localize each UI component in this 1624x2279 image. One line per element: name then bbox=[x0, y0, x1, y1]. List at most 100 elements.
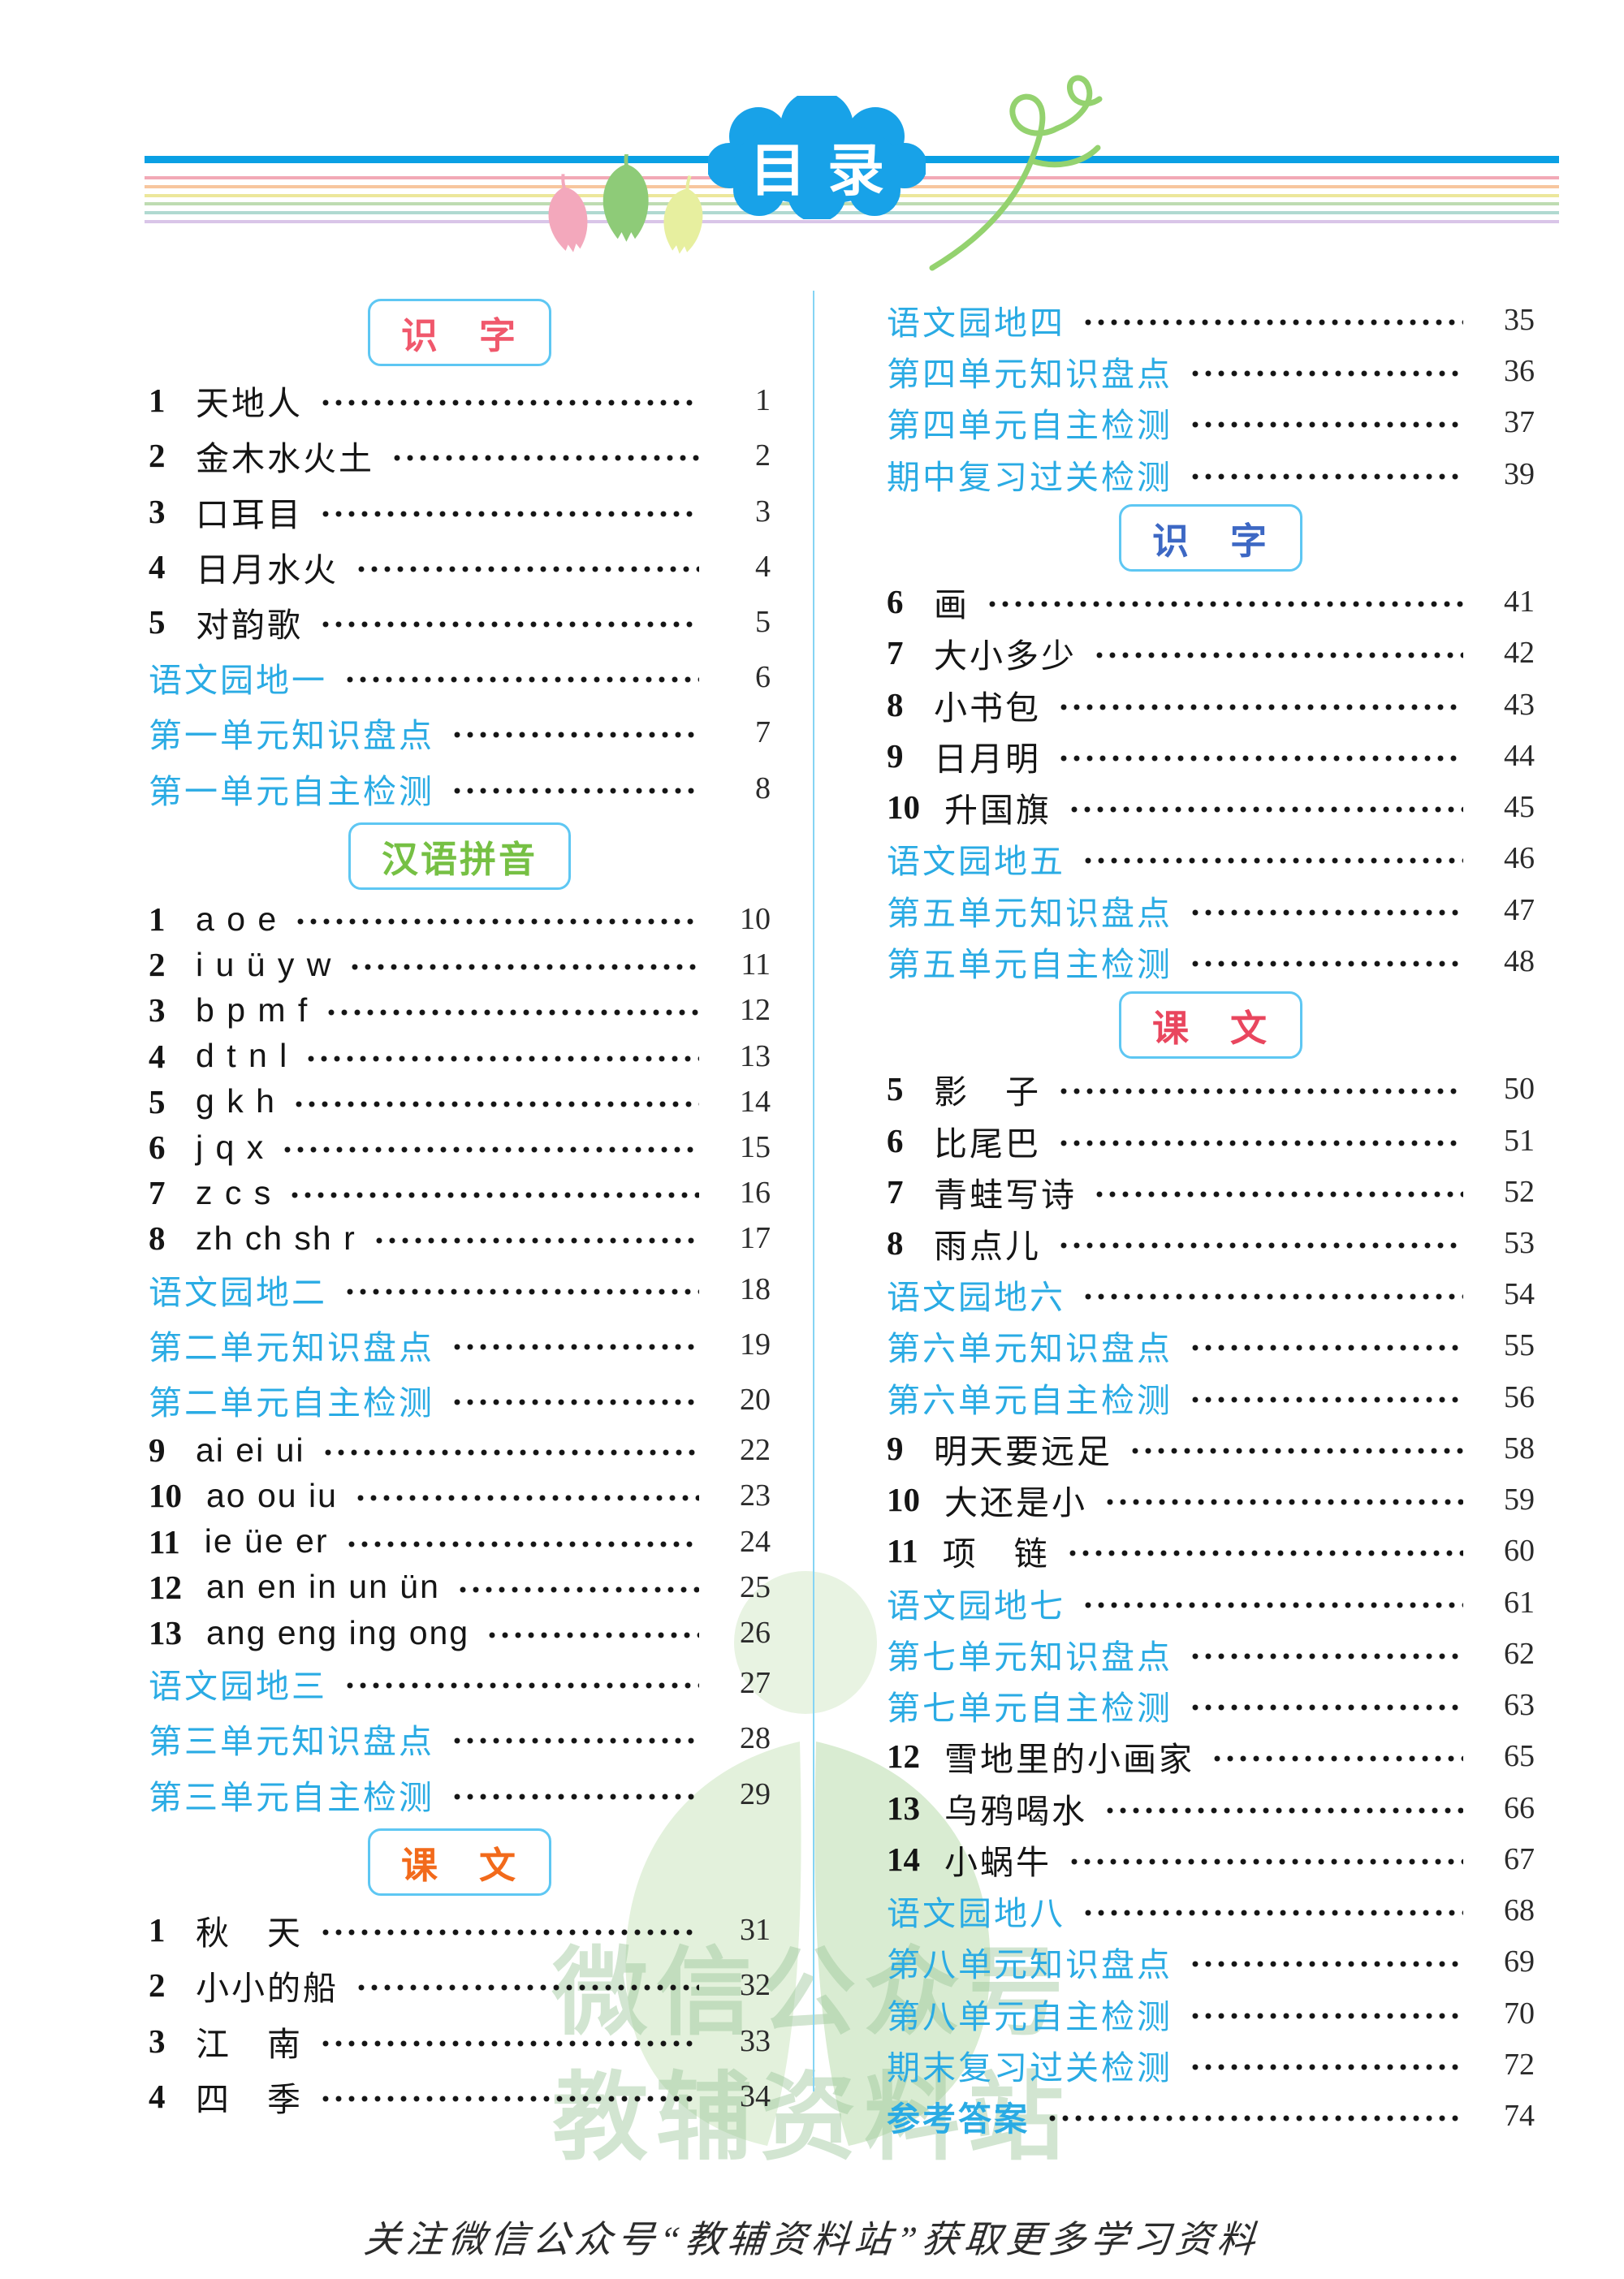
entry-page-number: 44 bbox=[1504, 738, 1535, 773]
entry-title: 天地人 bbox=[196, 385, 303, 423]
leaf-decorations bbox=[548, 154, 703, 254]
toc-entry: 第三单元知识盘点 28 bbox=[149, 1714, 771, 1763]
section-header-label: 课 文 bbox=[400, 1845, 518, 1886]
entry-title: 第二单元知识盘点 bbox=[149, 1328, 434, 1366]
entry-page-number: 8 bbox=[755, 770, 771, 805]
dot-leader bbox=[352, 963, 699, 972]
toc-entry: 4 日月水火 4 bbox=[149, 542, 771, 591]
entry-number: 12 bbox=[887, 1737, 920, 1776]
leaf-decoration-yellow bbox=[663, 175, 703, 254]
toc-entry: 语文园地六 54 bbox=[887, 1270, 1535, 1319]
entry-page-number: 34 bbox=[740, 2078, 771, 2113]
entry-page-number: 74 bbox=[1504, 2098, 1535, 2133]
toc-entry: 4 d t n l 13 bbox=[149, 1037, 771, 1076]
entry-title: 期末复习过关检测 bbox=[887, 2048, 1173, 2087]
toc-entry: 9 明天要远足 58 bbox=[887, 1424, 1535, 1473]
entry-title: 秋 天 bbox=[196, 1914, 303, 1953]
entry-number: 4 bbox=[149, 547, 166, 585]
dot-leader bbox=[375, 1237, 699, 1245]
toc-entry: 10 ao ou iu 23 bbox=[149, 1476, 771, 1515]
dot-leader bbox=[1060, 1241, 1463, 1250]
entry-title: 对韵歌 bbox=[196, 606, 303, 645]
entry-title: 语文园地一 bbox=[149, 662, 327, 700]
dot-leader bbox=[1049, 2113, 1463, 2122]
entry-title: 口耳目 bbox=[196, 495, 303, 533]
toc-entry: 第二单元自主检测 20 bbox=[149, 1375, 771, 1424]
entry-number: 9 bbox=[149, 1431, 166, 1470]
dot-leader bbox=[1085, 857, 1463, 865]
toc-entry: 第七单元知识盘点 62 bbox=[887, 1629, 1535, 1678]
toc-entry: 第六单元知识盘点 55 bbox=[887, 1321, 1535, 1370]
entry-page-number: 36 bbox=[1504, 354, 1535, 389]
entry-title: zh ch sh r bbox=[196, 1219, 356, 1257]
toc-entry: 13 ang eng ing ong 26 bbox=[149, 1613, 771, 1652]
toc-entry: 11 项 链 60 bbox=[887, 1526, 1535, 1575]
entry-page-number: 3 bbox=[755, 494, 771, 529]
toc-entry: 2 小小的船 32 bbox=[149, 1961, 771, 2009]
entry-title: 语文园地三 bbox=[149, 1668, 327, 1706]
toc-entry: 6 j q x 15 bbox=[149, 1128, 771, 1167]
dot-leader bbox=[1060, 1138, 1463, 1147]
toc-entry: 期中复习过关检测 39 bbox=[887, 450, 1535, 499]
entry-page-number: 11 bbox=[741, 947, 771, 982]
entry-page-number: 18 bbox=[740, 1271, 771, 1306]
entry-page-number: 61 bbox=[1504, 1585, 1535, 1620]
dot-leader bbox=[1192, 1960, 1463, 1969]
entry-title: a o e bbox=[196, 900, 279, 938]
entry-title: 金木水火土 bbox=[196, 440, 374, 478]
toc-entry: 5 g k h 14 bbox=[149, 1082, 771, 1121]
entry-number: 6 bbox=[149, 1129, 166, 1167]
entry-page-number: 23 bbox=[740, 1478, 771, 1513]
entry-page-number: 32 bbox=[740, 1968, 771, 2003]
entry-page-number: 12 bbox=[740, 993, 771, 1028]
toc-entry: 第五单元自主检测 48 bbox=[887, 937, 1535, 986]
entry-number: 10 bbox=[887, 788, 920, 827]
entry-title: 第三单元知识盘点 bbox=[149, 1723, 434, 1761]
entry-number: 4 bbox=[149, 1037, 166, 1075]
entry-title: 第八单元自主检测 bbox=[887, 1997, 1173, 2035]
dot-leader bbox=[1107, 1806, 1463, 1815]
dot-leader bbox=[1132, 1446, 1463, 1455]
entry-title: j q x bbox=[196, 1128, 266, 1166]
entry-title: 影 子 bbox=[934, 1073, 1041, 1111]
dot-leader bbox=[989, 600, 1463, 609]
entry-number: 5 bbox=[149, 1082, 166, 1120]
entry-title: an en in un ün bbox=[206, 1568, 440, 1606]
entry-title: 第五单元知识盘点 bbox=[887, 894, 1173, 932]
entry-page-number: 43 bbox=[1504, 687, 1535, 722]
entry-title: 大还是小 bbox=[944, 1484, 1087, 1522]
entry-page-number: 19 bbox=[740, 1327, 771, 1362]
entry-number: 7 bbox=[149, 1174, 166, 1212]
entry-number: 3 bbox=[149, 2022, 166, 2060]
toc-entry: 2 金木水火土 2 bbox=[149, 431, 771, 480]
header-stripe-green bbox=[145, 202, 1559, 205]
footer-note: 关注微信公众号“教辅资料站”获取更多学习资料 bbox=[361, 2219, 1262, 2260]
cloud-shape-icon bbox=[706, 90, 927, 222]
entry-number: 1 bbox=[149, 382, 166, 420]
entry-title: 大小多少 bbox=[934, 637, 1077, 675]
entry-title: 项 链 bbox=[942, 1535, 1050, 1573]
dot-leader bbox=[328, 1008, 699, 1017]
entry-title: 雨点儿 bbox=[934, 1227, 1041, 1265]
toc-entry: 第六单元自主检测 56 bbox=[887, 1373, 1535, 1422]
watermark-sprout-logo bbox=[625, 1571, 991, 2146]
section-header-box: 识 字 bbox=[1118, 503, 1302, 572]
dot-leader bbox=[459, 1585, 699, 1594]
entry-title: 第三单元自主检测 bbox=[149, 1778, 434, 1816]
dot-leader bbox=[1085, 1293, 1463, 1301]
toc-entry: 语文园地三 27 bbox=[149, 1659, 771, 1707]
toc-column-right: 语文园地四 35 第四单元知识盘点 36 第四单元自主检测 37 期中复习过关检测 39 识 字… bbox=[887, 296, 1535, 2140]
entry-number: 9 bbox=[887, 736, 904, 775]
toc-entry: 11 ie üe er 24 bbox=[149, 1522, 771, 1561]
dot-leader bbox=[358, 1983, 699, 1992]
entry-title: 日月水火 bbox=[196, 550, 339, 589]
entry-page-number: 50 bbox=[1504, 1072, 1535, 1107]
toc-entry: 第四单元知识盘点 36 bbox=[887, 347, 1535, 395]
dot-leader bbox=[308, 1054, 699, 1063]
entry-title: 升国旗 bbox=[944, 792, 1052, 830]
dot-leader bbox=[394, 454, 699, 463]
dot-leader bbox=[1192, 1703, 1463, 1712]
entry-page-number: 56 bbox=[1504, 1379, 1535, 1414]
entry-title: 第四单元知识盘点 bbox=[887, 356, 1173, 394]
toc-entry: 7 青蛙写诗 52 bbox=[887, 1168, 1535, 1216]
